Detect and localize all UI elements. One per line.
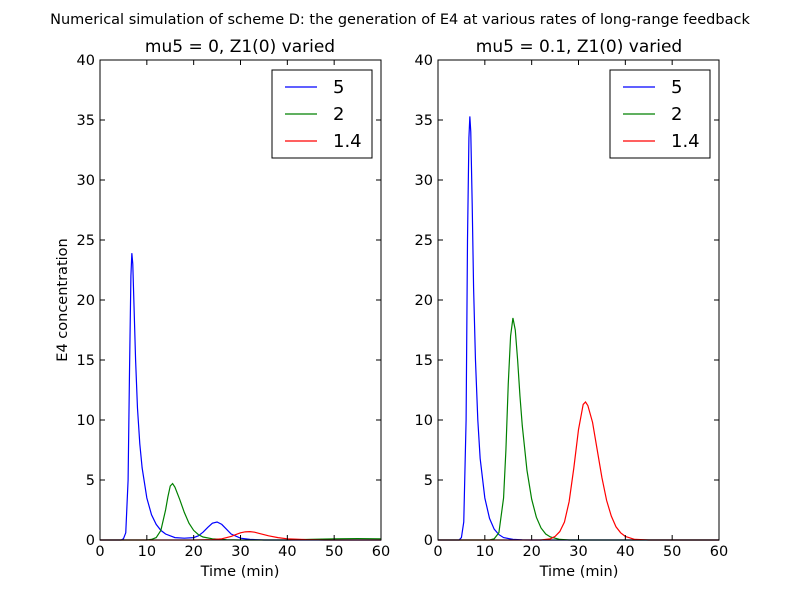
right-legend-label-1: 2 [671, 104, 682, 125]
right-series-line-1 [438, 317, 719, 541]
left-legend-label-2: 1.4 [333, 131, 362, 152]
left-ytick-label: 25 [77, 233, 95, 249]
left-ytick-label: 35 [77, 113, 95, 129]
left-series-line-1 [100, 482, 382, 541]
right-ytick-label: 5 [424, 473, 433, 489]
left-ytick-label: 0 [86, 533, 95, 549]
left-xtick-label: 10 [138, 544, 156, 560]
right-ytick-label: 0 [424, 533, 433, 549]
right-ytick-label: 10 [415, 413, 433, 429]
right-ytick-label: 35 [415, 113, 433, 129]
left-ytick-label: 5 [86, 473, 95, 489]
left-plot-ylabel: E4 concentration [55, 238, 71, 361]
left-xtick-label: 50 [325, 544, 343, 560]
left-ytick-label: 10 [77, 413, 95, 429]
right-legend-label-2: 1.4 [671, 131, 700, 152]
left-xtick-label: 60 [372, 544, 390, 560]
left-plot: mu5 = 0, Z1(0) varied E4 concentration T… [55, 37, 390, 580]
right-plot-body: 0 10 20 30 40 50 60 0 5 10 15 20 25 30 35 40 5 2 1.4 [415, 53, 729, 560]
right-legend-label-0: 5 [671, 77, 682, 98]
right-series-line-0 [438, 116, 719, 541]
right-plot: mu5 = 0.1, Z1(0) varied Time (min) 0 10 20… [415, 37, 729, 580]
right-ytick-label: 20 [415, 293, 433, 309]
left-xtick-label: 40 [278, 544, 296, 560]
right-plot-xlabel: Time (min) [539, 564, 619, 580]
left-legend-label-1: 2 [333, 104, 344, 125]
right-series-line-2 [438, 401, 719, 541]
left-xtick-label: 30 [231, 544, 249, 560]
right-xtick-label: 30 [569, 544, 587, 560]
right-xtick-label: 60 [710, 544, 728, 560]
right-xtick-label: 10 [476, 544, 494, 560]
right-ytick-label: 30 [415, 173, 433, 189]
right-plot-title: mu5 = 0.1, Z1(0) varied [476, 37, 682, 57]
right-xtick-label: 40 [616, 544, 634, 560]
right-ytick-label: 15 [415, 353, 433, 369]
right-ytick-label: 25 [415, 233, 433, 249]
right-ytick-label: 40 [415, 53, 433, 69]
left-plot-title: mu5 = 0, Z1(0) varied [145, 37, 335, 57]
left-ytick-label: 15 [77, 353, 95, 369]
left-ytick-label: 30 [77, 173, 95, 189]
left-series-line-0 [100, 253, 381, 541]
left-xtick-label: 20 [184, 544, 202, 560]
right-xtick-label: 0 [433, 544, 442, 560]
left-legend-label-0: 5 [333, 77, 344, 98]
left-plot-xlabel: Time (min) [200, 564, 280, 580]
left-series-line-2 [100, 530, 381, 541]
figure-suptitle: Numerical simulation of scheme D: the ge… [50, 12, 750, 28]
left-xtick-label: 0 [95, 544, 104, 560]
left-plot-body: 0 10 20 30 40 50 60 0 5 10 15 20 25 30 35 40 5 2 1.4 [77, 53, 391, 560]
left-ytick-label: 40 [77, 53, 95, 69]
right-xtick-label: 20 [522, 544, 540, 560]
right-xtick-label: 50 [663, 544, 681, 560]
left-ytick-label: 20 [77, 293, 95, 309]
